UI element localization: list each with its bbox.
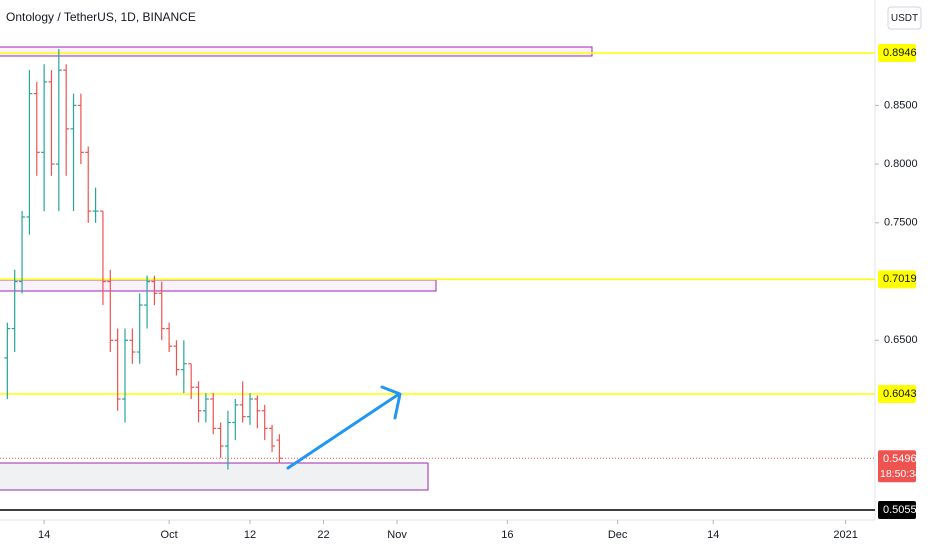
low-label-box — [878, 501, 916, 520]
last-price-label: 0.5496 — [883, 453, 917, 465]
y-tick-label: 0.7500 — [884, 217, 918, 229]
y-tick-label: 0.8000 — [884, 158, 918, 170]
level-label: 0.6043 — [883, 388, 917, 400]
level-label-box — [878, 270, 916, 289]
resistance-zone — [0, 46, 593, 57]
x-tick-label: Dec — [608, 529, 628, 541]
x-tick-label: Nov — [387, 529, 407, 541]
arrow-head — [380, 385, 402, 420]
y-tick-label: 0.6500 — [884, 334, 918, 346]
x-tick-label: 22 — [317, 529, 329, 541]
currency-label[interactable]: USDT — [891, 13, 918, 24]
level-label: 0.7019 — [883, 273, 917, 285]
level-label-box — [878, 384, 916, 403]
low-label: 0.5055 — [883, 504, 917, 516]
resistance-zone — [0, 279, 437, 292]
countdown: 18:50:34 — [880, 468, 921, 480]
support-zone — [0, 462, 429, 491]
x-tick-label: 14 — [38, 529, 50, 541]
x-tick-label: Oct — [161, 529, 178, 541]
x-tick-label: 14 — [707, 529, 719, 541]
y-tick-label: 0.8500 — [884, 99, 918, 111]
level-label-box — [878, 43, 916, 62]
x-tick-label: 12 — [244, 529, 256, 541]
x-tick-label: 16 — [501, 529, 513, 541]
level-label: 0.8946 — [883, 47, 917, 59]
currency-button[interactable] — [887, 6, 922, 30]
arrow-shaft — [286, 392, 401, 470]
last-price-box — [878, 450, 916, 483]
chart-title: Ontology / TetherUS, 1D, BINANCE — [6, 10, 196, 24]
x-tick-label: 2021 — [833, 529, 857, 541]
